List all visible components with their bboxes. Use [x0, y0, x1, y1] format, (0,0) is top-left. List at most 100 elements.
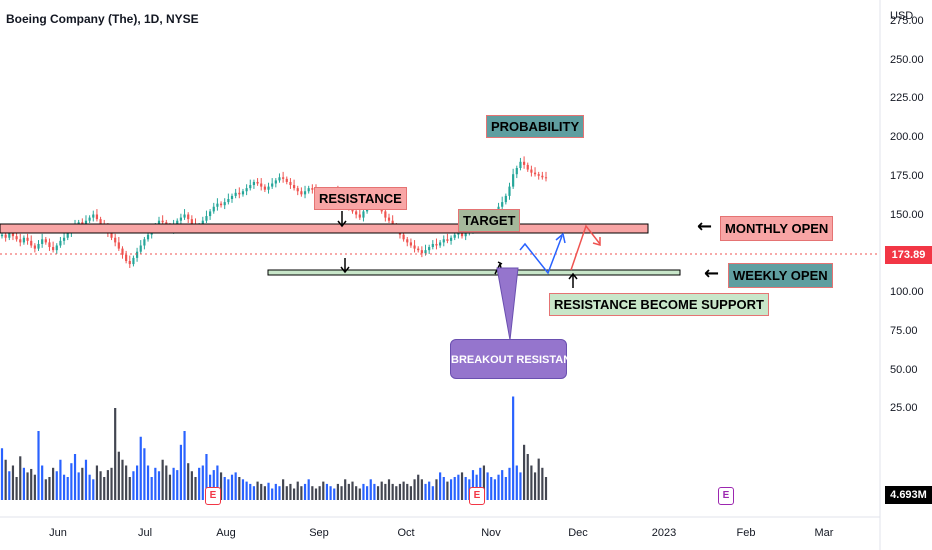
volume-bar: [135, 465, 139, 500]
candle-body: [453, 234, 456, 238]
volume-bar: [143, 448, 146, 500]
volume-bar: [201, 465, 204, 500]
weekly-open-zone[interactable]: [267, 269, 681, 276]
volume-bar: [84, 459, 88, 500]
volume-bar: [106, 470, 109, 500]
volume-bar: [508, 467, 511, 500]
candle-body: [88, 217, 91, 221]
price-tick-label: 50.00: [890, 363, 918, 376]
target-label[interactable]: TARGET: [458, 209, 521, 232]
candle-body: [285, 178, 288, 182]
alt-path-line: [570, 224, 601, 271]
volume-bar: [522, 444, 526, 500]
candle-body: [519, 161, 522, 168]
resistance-down-arrow-icon: [337, 211, 347, 228]
volume-bar: [395, 486, 398, 500]
probability-label[interactable]: PROBABILITY: [486, 115, 585, 138]
resistance-support-label[interactable]: RESISTANCE BECOME SUPPORT: [549, 293, 769, 316]
volume-bar: [0, 448, 4, 500]
candle-body: [303, 191, 307, 195]
candle-body: [307, 188, 310, 192]
volume-bar: [44, 479, 47, 500]
time-tick-label: 2023: [651, 527, 677, 539]
candle-body: [512, 174, 515, 187]
candle-body: [92, 214, 95, 218]
candle-body: [544, 177, 548, 179]
monthly-open-zone[interactable]: [0, 223, 649, 234]
candle-body: [125, 254, 128, 261]
price-tick-label: 275.00: [890, 14, 924, 27]
volume-bar: [366, 486, 369, 500]
volume-bar: [402, 481, 405, 500]
volume-bar: [464, 477, 467, 500]
candle-body: [449, 237, 453, 241]
volume-bar: [176, 470, 179, 500]
volume-bar: [300, 486, 303, 500]
breakout-callout-pointer: [496, 267, 519, 341]
price-tick-label: 175.00: [890, 169, 924, 182]
candle-body: [157, 220, 161, 226]
volume-bar: [351, 481, 354, 500]
currency-label: USD: [890, 10, 914, 22]
earnings-marker[interactable]: E: [205, 487, 221, 505]
candle-body: [30, 240, 33, 246]
volume-bar: [15, 477, 18, 500]
candle-body: [435, 243, 438, 246]
volume-bar: [150, 477, 153, 500]
candle-body: [249, 185, 252, 189]
volume-bar: [282, 479, 285, 500]
candle-body: [62, 237, 66, 241]
monthly-open-arrow-icon: ←: [697, 216, 713, 237]
volume-bar: [537, 458, 540, 500]
price-tick-label: 25.00: [890, 402, 918, 415]
volume-bar: [41, 465, 44, 500]
time-tick-label: Aug: [216, 527, 236, 539]
volume-bar: [256, 481, 259, 500]
volume-bar: [344, 479, 347, 500]
volume-bar: [369, 479, 372, 500]
volume-bar: [471, 470, 475, 500]
volume-bar: [249, 483, 252, 500]
candle-body: [424, 250, 427, 254]
volume-bar: [533, 472, 537, 500]
earnings-marker[interactable]: E: [469, 487, 485, 505]
bullish-arrow-icon: [555, 232, 566, 244]
monthly-open-label[interactable]: MONTHLY OPEN: [720, 216, 834, 241]
volume-bar: [52, 467, 55, 500]
volume-bar: [318, 486, 321, 500]
volume-bar: [219, 472, 223, 500]
candle-body: [121, 248, 124, 255]
volume-bar: [19, 456, 22, 500]
candle-body: [289, 181, 292, 186]
time-tick-label: Oct: [397, 527, 415, 539]
volume-bar: [413, 479, 416, 500]
volume-bar: [8, 471, 11, 500]
weekly-open-label[interactable]: WEEKLY OPEN: [728, 263, 833, 288]
candle-body: [355, 211, 358, 215]
volume-bars: [0, 396, 548, 500]
earnings-marker-upcoming[interactable]: E: [718, 487, 734, 505]
breakout-resistance-label[interactable]: BREAKOUT RESISTANCE: [450, 339, 586, 379]
candle-body: [187, 214, 190, 220]
candle-body: [300, 191, 303, 195]
volume-bar: [132, 471, 135, 500]
volume-bar: [493, 479, 496, 500]
candle-body: [245, 188, 248, 192]
candle-body: [234, 192, 237, 196]
volume-bar: [117, 451, 120, 500]
candle-body: [446, 239, 449, 241]
price-tick-label: 100.00: [890, 286, 924, 298]
candle-body: [406, 239, 409, 243]
volume-bar: [486, 472, 489, 500]
time-tick-label: Dec: [568, 527, 588, 539]
candle-body: [176, 220, 179, 226]
candle-body: [212, 206, 215, 212]
volume-bar: [376, 486, 380, 500]
volume-bar: [70, 463, 73, 500]
volume-bar: [37, 431, 40, 500]
volume-bar: [190, 471, 193, 500]
candle-body: [533, 172, 537, 175]
volume-bar: [292, 488, 296, 500]
candle-body: [238, 192, 241, 195]
resistance-label[interactable]: RESISTANCE: [314, 187, 407, 210]
